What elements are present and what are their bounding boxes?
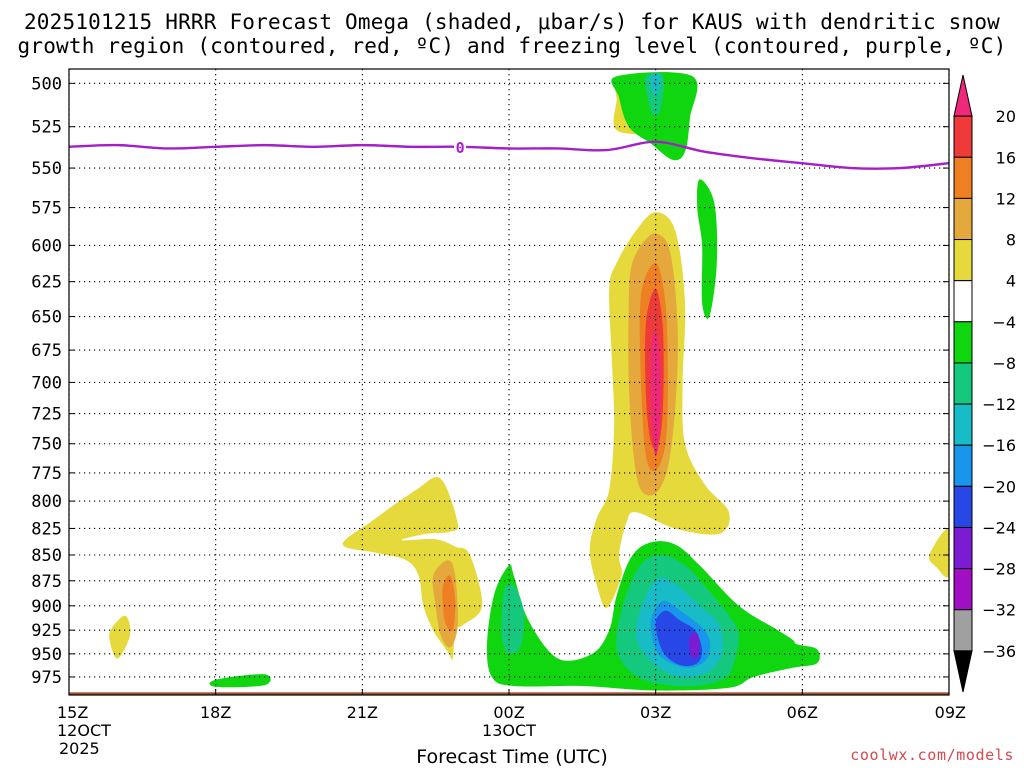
colorbar-swatch bbox=[953, 197, 973, 241]
gridlines bbox=[68, 69, 950, 695]
x-tick-label: 03Z bbox=[640, 703, 671, 722]
y-tick-label: 775 bbox=[31, 464, 62, 484]
colorbar-label: −32 bbox=[982, 601, 1016, 620]
y-tick-label: 925 bbox=[31, 621, 62, 641]
y-tick-label: 500 bbox=[31, 74, 62, 94]
colorbar-swatch bbox=[953, 115, 973, 158]
y-tick-label: 900 bbox=[31, 597, 62, 617]
colorbar-label: −28 bbox=[982, 560, 1016, 579]
x-tick-label: 18Z bbox=[200, 703, 231, 722]
colorbar-swatch bbox=[953, 444, 973, 487]
y-tick-label: 850 bbox=[31, 546, 62, 566]
omega-region bbox=[697, 179, 718, 319]
x-tick-year: 2025 bbox=[59, 739, 100, 758]
x-tick-label: 15Z bbox=[57, 703, 88, 722]
x-tick-label: 00Z bbox=[493, 703, 524, 722]
colorbar-swatch bbox=[953, 526, 973, 570]
x-tick-date: 13OCT bbox=[482, 721, 536, 740]
y-tick-label: 700 bbox=[31, 373, 62, 393]
colorbar-swatch bbox=[953, 156, 973, 199]
freezing-level-label: 0 bbox=[456, 139, 465, 157]
colorbar-swatch bbox=[953, 568, 973, 611]
y-tick-label: 575 bbox=[31, 199, 62, 219]
y-tick-label: 725 bbox=[31, 405, 62, 425]
omega-region bbox=[109, 615, 131, 659]
colorbar-swatch bbox=[953, 321, 973, 364]
omega-region bbox=[442, 575, 456, 632]
colorbar-swatch bbox=[953, 362, 973, 405]
omega-region bbox=[650, 329, 661, 456]
y-tick-label: 625 bbox=[31, 273, 62, 293]
colorbar-label: 8 bbox=[1006, 231, 1016, 250]
colorbar-label: −4 bbox=[992, 313, 1016, 332]
colorbar-label: 4 bbox=[1006, 272, 1016, 291]
y-tick-label: 750 bbox=[31, 435, 62, 455]
y-tick-label: 800 bbox=[31, 492, 62, 512]
colorbar-arrow-bottom bbox=[953, 650, 973, 693]
x-axis-title: Forecast Time (UTC) bbox=[416, 746, 608, 768]
chart-title-line2: growth region (contoured, red, ºC) and f… bbox=[17, 34, 1007, 58]
colorbar-label: 16 bbox=[996, 148, 1016, 167]
colorbar-label: −20 bbox=[982, 477, 1016, 496]
colorbar-swatch bbox=[953, 485, 973, 528]
y-tick-label: 650 bbox=[31, 308, 62, 328]
x-tick-label: 09Z bbox=[935, 703, 966, 722]
omega-region bbox=[611, 72, 698, 161]
x-tick-date: 12OCT bbox=[57, 721, 111, 740]
y-tick-label: 525 bbox=[31, 118, 62, 138]
colorbar-label: 20 bbox=[996, 107, 1016, 126]
colorbar-swatch bbox=[953, 280, 973, 323]
y-tick-label: 675 bbox=[31, 341, 62, 361]
omega-region bbox=[689, 632, 700, 660]
omega-region bbox=[209, 674, 271, 688]
colorbar-label: −36 bbox=[982, 642, 1016, 661]
y-tick-label: 825 bbox=[31, 519, 62, 539]
omega-region bbox=[501, 583, 525, 655]
omega-region bbox=[342, 476, 483, 660]
chart-title-line1: 2025101215 HRRR Forecast Omega (shaded, … bbox=[23, 10, 1001, 34]
colorbar-label: −16 bbox=[982, 436, 1016, 455]
y-tick-label: 600 bbox=[31, 236, 62, 256]
y-axis-labels: 500 525 550 575 600 625 650 675 700 725 750 775 800 8… bbox=[31, 74, 62, 688]
x-tick-label: 21Z bbox=[347, 703, 378, 722]
site-credit: coolwx.com/models bbox=[850, 746, 1014, 764]
freezing-level-label-bg bbox=[454, 137, 467, 155]
y-tick-label: 950 bbox=[31, 645, 62, 665]
y-tick-label: 875 bbox=[31, 572, 62, 592]
colorbar-swatch bbox=[953, 403, 973, 446]
colorbar-label: −8 bbox=[992, 354, 1016, 373]
colorbar: 20 16 12 8 4 −4 −8 −12 −16 −20 −24 −28 −32 −36 bbox=[953, 74, 1016, 693]
colorbar-label: −12 bbox=[982, 395, 1016, 414]
omega-region bbox=[929, 528, 949, 578]
freezing-level-contour bbox=[69, 140, 949, 170]
colorbar-label: −24 bbox=[982, 518, 1016, 537]
colorbar-swatch bbox=[953, 239, 973, 282]
colorbar-swatch bbox=[953, 609, 973, 652]
y-tick-label: 550 bbox=[31, 159, 62, 179]
colorbar-label: 12 bbox=[996, 189, 1016, 208]
colorbar-arrow-top bbox=[953, 74, 973, 117]
x-tick-label: 06Z bbox=[787, 703, 818, 722]
omega-shading bbox=[109, 71, 949, 691]
y-tick-label: 975 bbox=[31, 668, 62, 688]
plot-axes bbox=[68, 68, 950, 696]
